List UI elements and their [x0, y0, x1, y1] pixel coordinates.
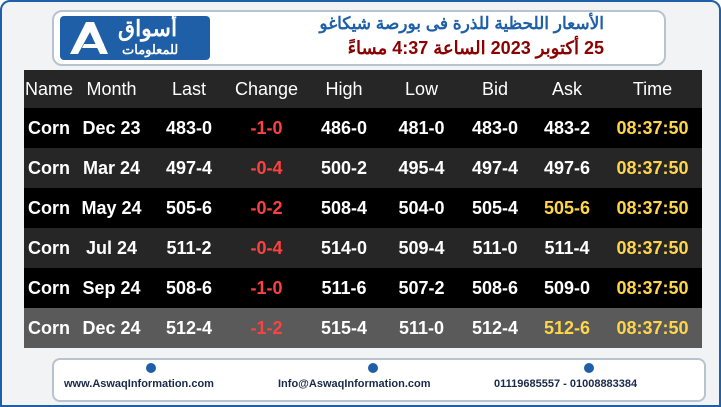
cell: Mar 24 [74, 148, 149, 188]
cell: -0-2 [229, 188, 304, 228]
title: الأسعار اللحظية للذرة فى بورصة شيكاغو [319, 14, 604, 33]
logo-icon [70, 22, 108, 54]
cell: -0-4 [229, 228, 304, 268]
cell: 481-0 [384, 108, 459, 148]
cell: 500-2 [304, 148, 384, 188]
cell: 508-6 [459, 268, 531, 308]
cell: Corn [24, 188, 74, 228]
cell: 509-4 [384, 228, 459, 268]
cell: 511-0 [459, 228, 531, 268]
column-header: Last [149, 70, 229, 108]
table-row: Corn May 24 505-6 -0-2 508-4 504-0 505-4 505-6 0… [24, 188, 702, 228]
cell: 511-6 [304, 268, 384, 308]
cell: 507-2 [384, 268, 459, 308]
cell: 483-2 [531, 108, 603, 148]
cell: 08:37:50 [603, 188, 702, 228]
logo-subtitle: للمعلومات [122, 42, 179, 57]
mail-icon [368, 363, 378, 373]
cell: Sep 24 [74, 268, 149, 308]
phone: 01119685557 - 01008883384 [494, 378, 638, 390]
footer: www.AswaqInformation.com Info@AswaqInfor… [52, 358, 706, 402]
table-row: Corn Sep 24 508-6 -1-0 511-6 507-2 508-6 509-0 0… [24, 268, 702, 308]
column-header: Change [229, 70, 304, 108]
cell: Corn [24, 268, 74, 308]
cell: 495-4 [384, 148, 459, 188]
cell: 505-4 [459, 188, 531, 228]
table-body: Corn Dec 23 483-0 -1-0 486-0 481-0 483-0 483-2 0… [24, 108, 702, 348]
table-row: Corn Dec 23 483-0 -1-0 486-0 481-0 483-0 483-2 0… [24, 108, 702, 148]
column-header: Month [74, 70, 149, 108]
price-table: Name Month Last Change High Low Bid Ask Time Cor… [24, 70, 702, 348]
cell: -1-0 [229, 108, 304, 148]
cell: 08:37:50 [603, 108, 702, 148]
cell: 512-4 [459, 308, 531, 348]
cell: Dec 23 [74, 108, 149, 148]
column-header: High [304, 70, 384, 108]
phone-icon [584, 363, 594, 373]
header: أسواق للمعلومات الأسعار اللحظية للذرة فى… [52, 10, 666, 66]
cell: 08:37:50 [603, 228, 702, 268]
cell: 511-2 [149, 228, 229, 268]
table-row: Corn Dec 24 512-4 -1-2 515-4 511-0 512-4 512-6 0… [24, 308, 702, 348]
cell: -1-0 [229, 268, 304, 308]
email: Info@AswaqInformation.com [278, 378, 431, 390]
cell: 508-6 [149, 268, 229, 308]
cell: 511-0 [384, 308, 459, 348]
cell: 497-4 [149, 148, 229, 188]
cell: May 24 [74, 188, 149, 228]
logo: أسواق للمعلومات [60, 16, 210, 60]
header-row: Name Month Last Change High Low Bid Ask Time [24, 70, 702, 108]
cell: 514-0 [304, 228, 384, 268]
cell: Corn [24, 308, 74, 348]
cell: Jul 24 [74, 228, 149, 268]
cell: 08:37:50 [603, 308, 702, 348]
cell: 504-0 [384, 188, 459, 228]
cell: 512-6 [531, 308, 603, 348]
cell: 08:37:50 [603, 268, 702, 308]
web-icon [146, 363, 156, 373]
cell: -0-4 [229, 148, 304, 188]
cell: 508-4 [304, 188, 384, 228]
cell: Corn [24, 108, 74, 148]
logo-title: أسواق [118, 16, 178, 41]
column-header: Low [384, 70, 459, 108]
column-header: Name [24, 70, 74, 108]
website: www.AswaqInformation.com [64, 378, 214, 390]
column-header: Time [603, 70, 702, 108]
column-header: Ask [531, 70, 603, 108]
cell: 515-4 [304, 308, 384, 348]
cell: 483-0 [149, 108, 229, 148]
cell: Dec 24 [74, 308, 149, 348]
cell: 505-6 [531, 188, 603, 228]
column-header: Bid [459, 70, 531, 108]
table-row: Corn Mar 24 497-4 -0-4 500-2 495-4 497-4 497-6 0… [24, 148, 702, 188]
table-row: Corn Jul 24 511-2 -0-4 514-0 509-4 511-0 511-4 0… [24, 228, 702, 268]
cell: 483-0 [459, 108, 531, 148]
cell: 08:37:50 [603, 148, 702, 188]
cell: -1-2 [229, 308, 304, 348]
cell: 497-6 [531, 148, 603, 188]
cell: 497-4 [459, 148, 531, 188]
cell: 486-0 [304, 108, 384, 148]
cell: 511-4 [531, 228, 603, 268]
cell: 509-0 [531, 268, 603, 308]
cell: Corn [24, 228, 74, 268]
cell: Corn [24, 148, 74, 188]
subtitle: 25 أكتوبر 2023 الساعة 4:37 مساءً [347, 38, 604, 58]
cell: 505-6 [149, 188, 229, 228]
cell: 512-4 [149, 308, 229, 348]
